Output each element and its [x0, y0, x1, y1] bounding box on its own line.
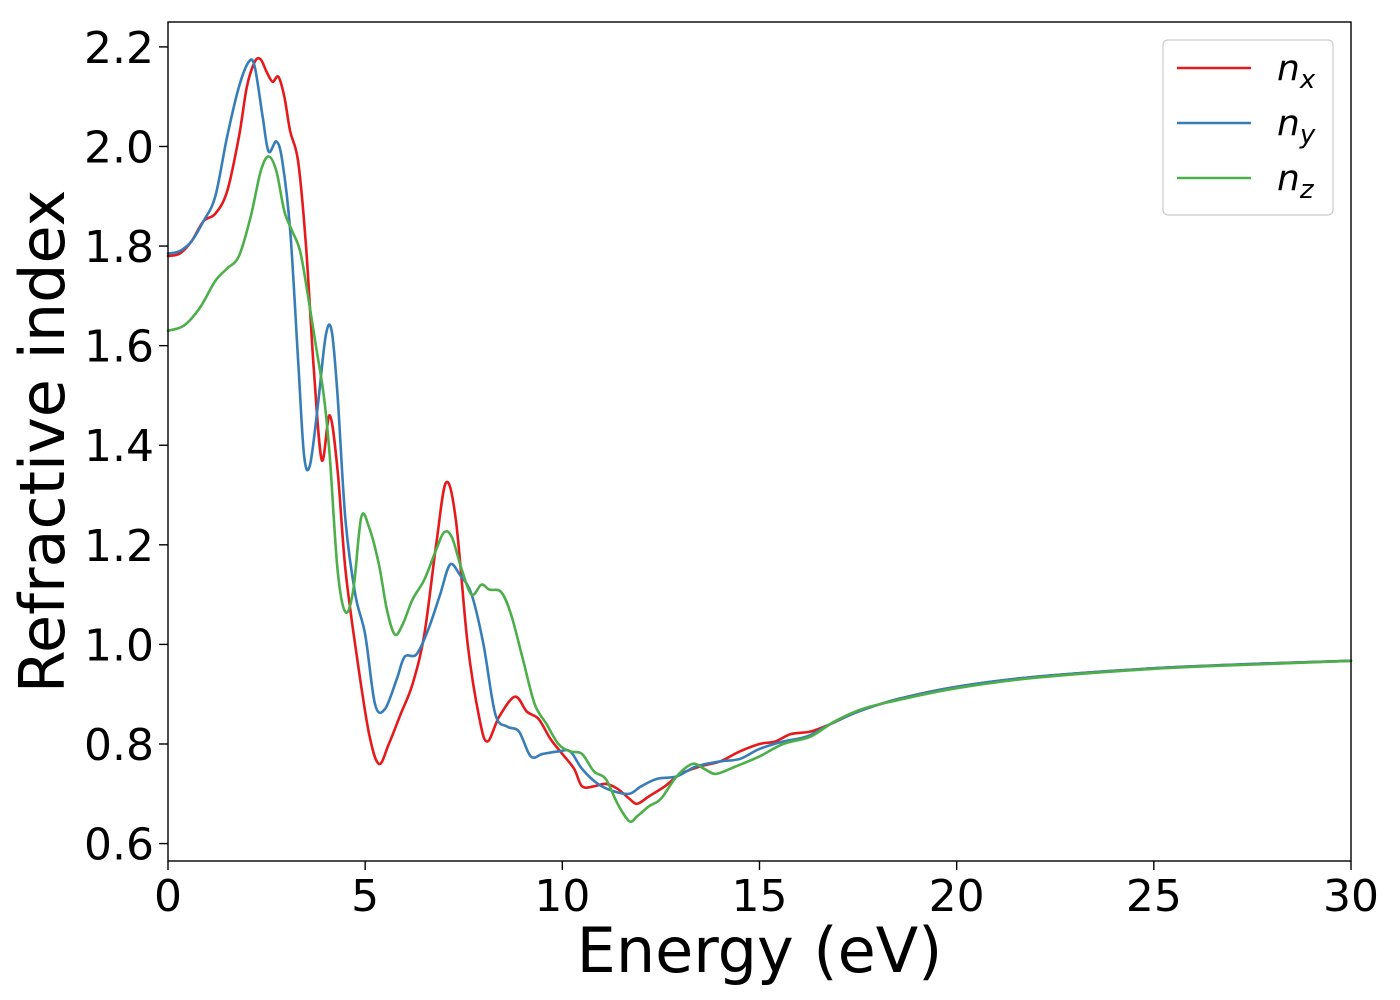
- legend-box: [1162, 39, 1334, 216]
- legend-entry: nx: [1277, 48, 1316, 95]
- y-tick-label: 1.4: [84, 421, 154, 472]
- series-line-ny: [166, 58, 1353, 796]
- y-tick-label: 1.2: [84, 521, 154, 572]
- series-layer: [166, 56, 1353, 823]
- y-tick-label: 0.8: [84, 720, 154, 771]
- y-tick-label: 2.0: [84, 122, 154, 173]
- series-line-nx: [166, 56, 1353, 806]
- legend-entry: nz: [1277, 158, 1315, 205]
- x-tick-label: 30: [1323, 871, 1379, 922]
- x-axis: 0 5 10 15 20 25 30: [154, 861, 1379, 922]
- x-tick-label: 15: [732, 871, 788, 922]
- y-axis-label: Refractive index: [6, 190, 79, 694]
- x-tick-label: 5: [351, 871, 379, 922]
- y-axis: 0.6 0.8 1.0 1.2 1.4 1.6 1.8 2.0 2.2: [84, 23, 168, 871]
- legend-entry-name: n: [1277, 103, 1300, 144]
- x-tick-label: 20: [929, 871, 985, 922]
- legend-entry-name: n: [1277, 158, 1300, 199]
- x-tick-label: 25: [1126, 871, 1182, 922]
- legend-entry-subscript: z: [1299, 175, 1315, 205]
- legend-entry-subscript: x: [1299, 65, 1316, 95]
- legend-entry-name: n: [1277, 48, 1300, 89]
- x-axis-label: Energy (eV): [577, 914, 943, 987]
- y-tick-label: 0.6: [84, 820, 154, 871]
- legend-entry: ny: [1277, 103, 1316, 150]
- y-tick-label: 1.0: [84, 620, 154, 671]
- series-line-nz: [166, 155, 1353, 823]
- x-tick-label: 10: [534, 871, 590, 922]
- y-tick-label: 1.6: [84, 322, 154, 373]
- legend-entry-subscript: y: [1299, 120, 1316, 150]
- x-tick-label: 0: [154, 871, 182, 922]
- y-tick-label: 2.2: [84, 23, 154, 74]
- y-tick-label: 1.8: [84, 222, 154, 273]
